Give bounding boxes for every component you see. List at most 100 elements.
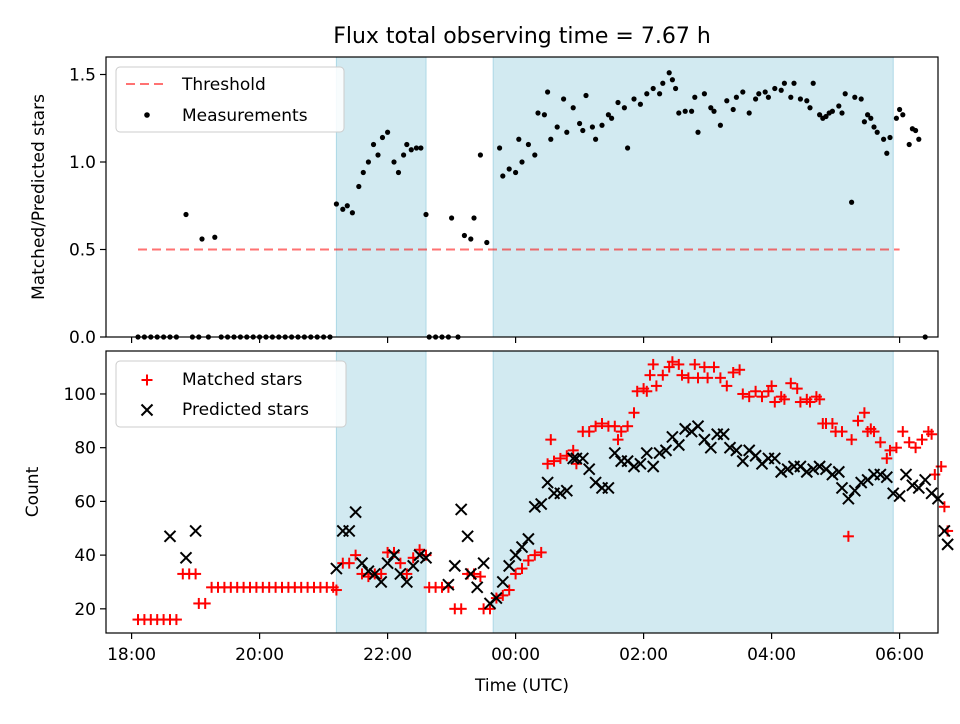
predicted-star-point xyxy=(400,575,414,589)
measurement-point xyxy=(344,203,350,209)
predicted-star-point xyxy=(413,548,426,562)
measurement-point xyxy=(413,145,419,151)
matched-star-point xyxy=(484,603,496,615)
predicted-star-point xyxy=(848,484,862,497)
predicted-star-point xyxy=(893,489,906,503)
measurement-point xyxy=(711,108,717,114)
measurement-point xyxy=(401,152,407,158)
measurement-point xyxy=(807,105,813,111)
ratio-legend: Threshold Measurements xyxy=(115,66,345,133)
predicted-star-point xyxy=(813,460,826,473)
measurement-point xyxy=(804,98,810,104)
measurement-point xyxy=(897,106,903,113)
measurement-point xyxy=(477,152,483,158)
matched-star-point xyxy=(721,380,733,392)
predicted-star-point xyxy=(461,530,474,543)
matched-star-point xyxy=(330,584,342,596)
predicted-star-point xyxy=(576,452,590,465)
predicted-star-point xyxy=(163,530,177,543)
predicted-star-point xyxy=(189,524,202,538)
measurement-point xyxy=(497,145,503,151)
matched-star-point xyxy=(596,418,608,430)
x-tick-label: 22:00 xyxy=(363,645,412,665)
counts-legend: Matched stars Predicted stars xyxy=(115,360,347,428)
measurement-point xyxy=(810,80,816,86)
predicted-legend-label: Predicted stars xyxy=(182,400,309,420)
matched-star-point xyxy=(846,434,858,446)
predicted-star-point xyxy=(387,548,401,562)
predicted-star-point xyxy=(330,562,343,575)
measurement-point xyxy=(657,91,663,97)
measurement-point xyxy=(669,77,676,83)
predicted-star-point xyxy=(602,481,615,495)
measurement-point xyxy=(701,91,708,97)
matched-star-point xyxy=(609,420,621,432)
matched-star-point xyxy=(750,385,762,397)
matched-star-point xyxy=(516,563,528,575)
measurement-point xyxy=(893,115,900,121)
measurement-point xyxy=(852,94,858,100)
matched-star-point xyxy=(394,557,406,569)
predicted-star-point xyxy=(560,484,574,497)
predicted-star-point xyxy=(608,446,622,460)
predicted-legend-marker xyxy=(140,403,154,417)
x-tick-label: 18:00 xyxy=(107,645,156,665)
matched-star-point xyxy=(554,452,566,464)
measurement-point xyxy=(753,96,759,102)
predicted-star-point xyxy=(880,471,894,484)
predicted-star-point xyxy=(454,503,468,516)
matched-star-point xyxy=(766,380,778,392)
predicted-star-point xyxy=(941,538,954,551)
predicted-star-point xyxy=(442,578,455,591)
measurement-point xyxy=(788,94,794,100)
predicted-star-point xyxy=(906,479,919,492)
measurement-point xyxy=(733,94,740,100)
measurement-point xyxy=(379,134,386,141)
matched-star-point xyxy=(612,434,624,446)
matched-star-point xyxy=(698,361,710,373)
measurement-point xyxy=(717,122,724,128)
matched-legend-label: Matched stars xyxy=(182,370,302,390)
predicted-star-point xyxy=(826,468,839,481)
x-tick-label: 04:00 xyxy=(747,645,796,665)
matched-star-point xyxy=(343,557,355,569)
matched-star-point xyxy=(734,364,746,376)
matched-star-point xyxy=(570,458,582,470)
x-axis-label: Time (UTC) xyxy=(474,676,569,696)
measurement-point xyxy=(548,136,554,142)
predicted-star-point xyxy=(723,441,737,454)
measurement-point xyxy=(625,145,631,151)
measurement-point xyxy=(621,105,628,111)
predicted-star-point xyxy=(541,476,554,489)
predicted-star-point xyxy=(704,441,718,454)
measurement-point xyxy=(865,112,871,118)
measurement-point xyxy=(650,85,656,92)
measurement-point xyxy=(535,110,541,116)
predicted-star-point xyxy=(653,446,666,460)
matched-star-point xyxy=(375,568,387,580)
measurement-point xyxy=(609,115,615,121)
matched-star-point xyxy=(666,356,678,368)
matched-star-point xyxy=(804,396,816,408)
predicted-star-point xyxy=(899,468,913,481)
predicted-star-point xyxy=(448,559,462,573)
measurement-point xyxy=(881,136,887,142)
y-tick-label: 1.0 xyxy=(69,153,96,173)
matched-star-point xyxy=(897,426,909,438)
measurement-point xyxy=(781,80,788,86)
ratio-legend-box xyxy=(115,66,345,133)
measurement-point xyxy=(868,115,874,121)
measurement-point xyxy=(532,152,538,158)
measurement-point xyxy=(589,124,596,130)
measurement-point xyxy=(468,236,474,242)
predicted-star-point xyxy=(646,460,660,473)
predicted-star-point xyxy=(886,487,900,500)
matched-star-point xyxy=(542,458,554,470)
matched-star-point xyxy=(884,444,896,456)
measurement-point xyxy=(583,92,589,99)
measurement-point xyxy=(660,80,666,86)
matched-star-point xyxy=(622,420,634,432)
matched-legend-marker xyxy=(141,374,153,386)
predicted-star-point xyxy=(640,446,654,460)
